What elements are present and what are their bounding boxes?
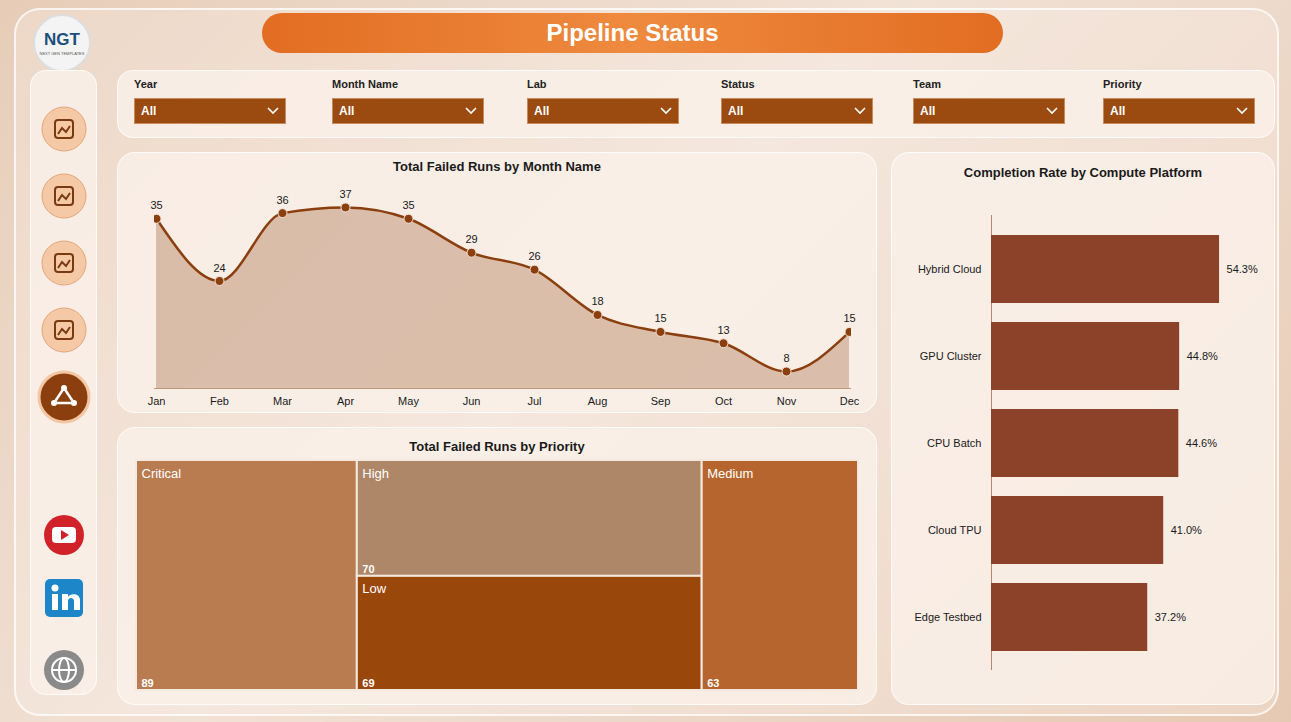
svg-text:41.0%: 41.0% [1171, 524, 1202, 536]
svg-text:29: 29 [465, 233, 477, 245]
svg-text:Cloud TPU: Cloud TPU [928, 524, 982, 536]
svg-text:Oct: Oct [715, 395, 732, 407]
html-text:All: All [920, 104, 936, 118]
svg-text:89: 89 [142, 677, 154, 689]
html-text:Year: Year [134, 78, 158, 90]
html-text:Team: Team [913, 78, 941, 90]
svg-text:Feb: Feb [210, 395, 229, 407]
svg-text:Apr: Apr [337, 395, 354, 407]
svg-text:Critical: Critical [142, 466, 182, 481]
html-text:All: All [339, 104, 355, 118]
svg-text:15: 15 [654, 312, 666, 324]
svg-text:37: 37 [339, 188, 351, 200]
svg-text:26: 26 [528, 250, 540, 262]
svg-text:GPU Cluster: GPU Cluster [920, 350, 982, 362]
svg-text:Hybrid Cloud: Hybrid Cloud [918, 263, 982, 275]
html-text:Total Failed Runs by Month Nam: Total Failed Runs by Month Name [393, 159, 601, 174]
svg-text:Nov: Nov [777, 395, 797, 407]
svg-text:May: May [398, 395, 419, 407]
html-text:All: All [141, 104, 157, 118]
html-text:Priority: Priority [1103, 78, 1142, 90]
html-text:Total Failed Runs by Priority: Total Failed Runs by Priority [409, 439, 585, 454]
html-text:Month Name: Month Name [332, 78, 398, 90]
svg-text:35: 35 [150, 199, 162, 211]
svg-text:37.2%: 37.2% [1155, 611, 1186, 623]
svg-text:Dec: Dec [840, 395, 860, 407]
svg-text:Sep: Sep [651, 395, 671, 407]
html-text:Pipeline Status: Pipeline Status [546, 19, 719, 46]
svg-text:35: 35 [402, 199, 414, 211]
html-text:NGT: NGT [44, 30, 80, 49]
html-text:All: All [728, 104, 744, 118]
svg-text:Medium: Medium [707, 466, 753, 481]
svg-text:8: 8 [783, 352, 789, 364]
svg-text:63: 63 [707, 677, 719, 689]
svg-text:69: 69 [362, 677, 374, 689]
svg-text:Jan: Jan [148, 395, 166, 407]
svg-text:Mar: Mar [273, 395, 292, 407]
svg-text:36: 36 [276, 194, 288, 206]
html-text:All: All [534, 104, 550, 118]
svg-text:13: 13 [717, 324, 729, 336]
html-text:NEXT GEN TEMPLATES: NEXT GEN TEMPLATES [39, 51, 85, 56]
svg-text:24: 24 [213, 262, 225, 274]
svg-text:High: High [362, 466, 389, 481]
svg-text:Low: Low [362, 581, 386, 596]
svg-text:Jul: Jul [527, 395, 541, 407]
svg-text:CPU Batch: CPU Batch [927, 437, 981, 449]
svg-text:Aug: Aug [588, 395, 608, 407]
svg-text:70: 70 [362, 563, 374, 575]
html-text:Completion Rate by Compute Pla: Completion Rate by Compute Platform [963, 165, 1203, 180]
svg-text:Edge Testbed: Edge Testbed [914, 611, 981, 623]
html-text:Status: Status [721, 78, 755, 90]
html-text:All: All [1110, 104, 1126, 118]
svg-text:15: 15 [843, 312, 855, 324]
svg-text:Jun: Jun [463, 395, 481, 407]
svg-text:54.3%: 54.3% [1227, 263, 1258, 275]
svg-text:44.6%: 44.6% [1186, 437, 1217, 449]
svg-text:44.8%: 44.8% [1187, 350, 1218, 362]
svg-text:18: 18 [591, 295, 603, 307]
html-text:Lab: Lab [527, 78, 547, 90]
